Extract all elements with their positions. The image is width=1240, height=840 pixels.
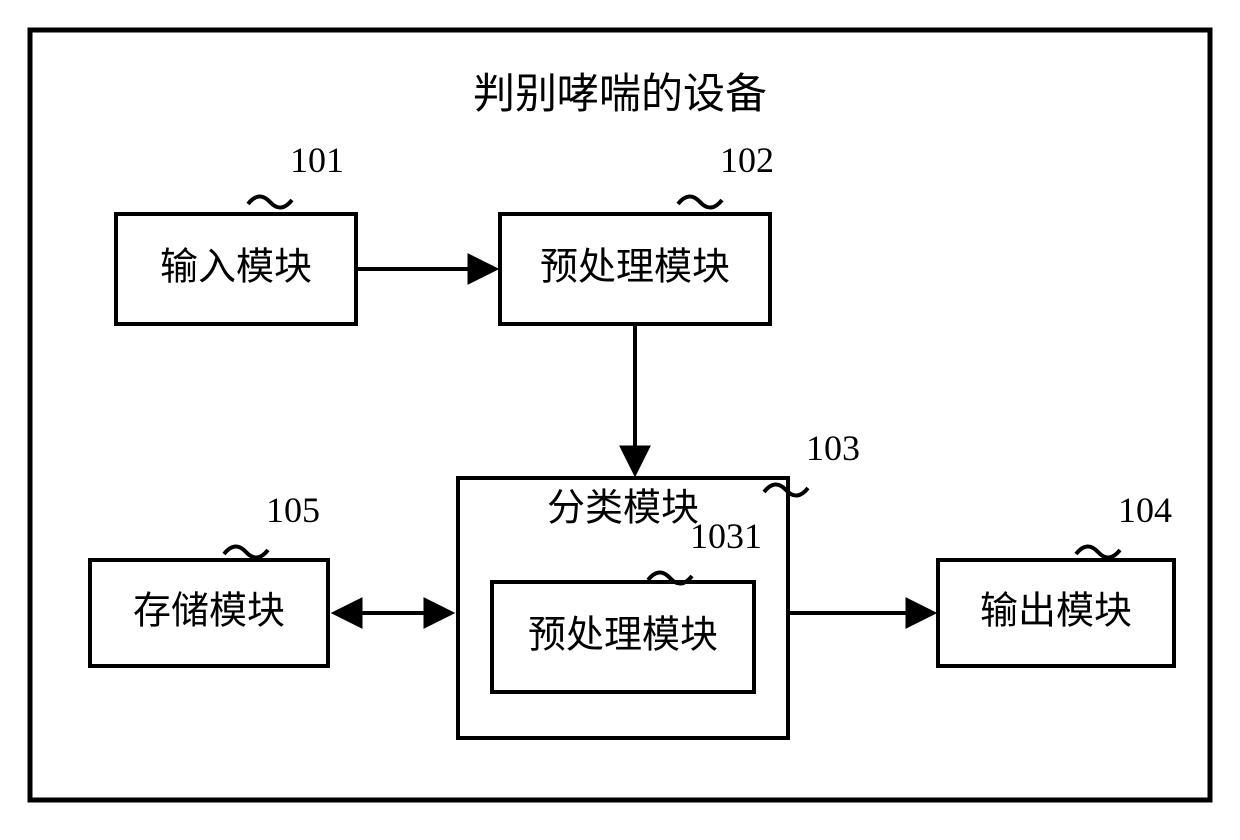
node-class-label: 分类模块 xyxy=(547,488,699,530)
diagram-title: 判别哮喘的设备 xyxy=(473,72,767,118)
ref-num-r102: 102 xyxy=(720,140,774,180)
ref-num-r101: 101 xyxy=(290,140,344,180)
node-storage-label: 存储模块 xyxy=(133,591,285,633)
node-inner-label: 预处理模块 xyxy=(528,615,718,657)
node-input-label: 输入模块 xyxy=(160,247,312,289)
ref-tilde-r101 xyxy=(248,196,292,207)
diagram-canvas: 判别哮喘的设备 输入模块预处理模块存储模块分类模块预处理模块输出模块 10110… xyxy=(0,0,1240,840)
ref-tilde-r102 xyxy=(678,196,722,207)
ref-tilde-r105 xyxy=(224,546,268,557)
ref-num-r1031: 1031 xyxy=(690,516,762,556)
node-output-label: 输出模块 xyxy=(980,591,1132,633)
ref-tilde-r104 xyxy=(1076,546,1120,557)
ref-num-r105: 105 xyxy=(266,490,320,530)
ref-num-r103: 103 xyxy=(806,428,860,468)
outer-frame xyxy=(30,30,1210,800)
ref-num-r104: 104 xyxy=(1118,490,1172,530)
node-preproc-label: 预处理模块 xyxy=(540,247,730,289)
